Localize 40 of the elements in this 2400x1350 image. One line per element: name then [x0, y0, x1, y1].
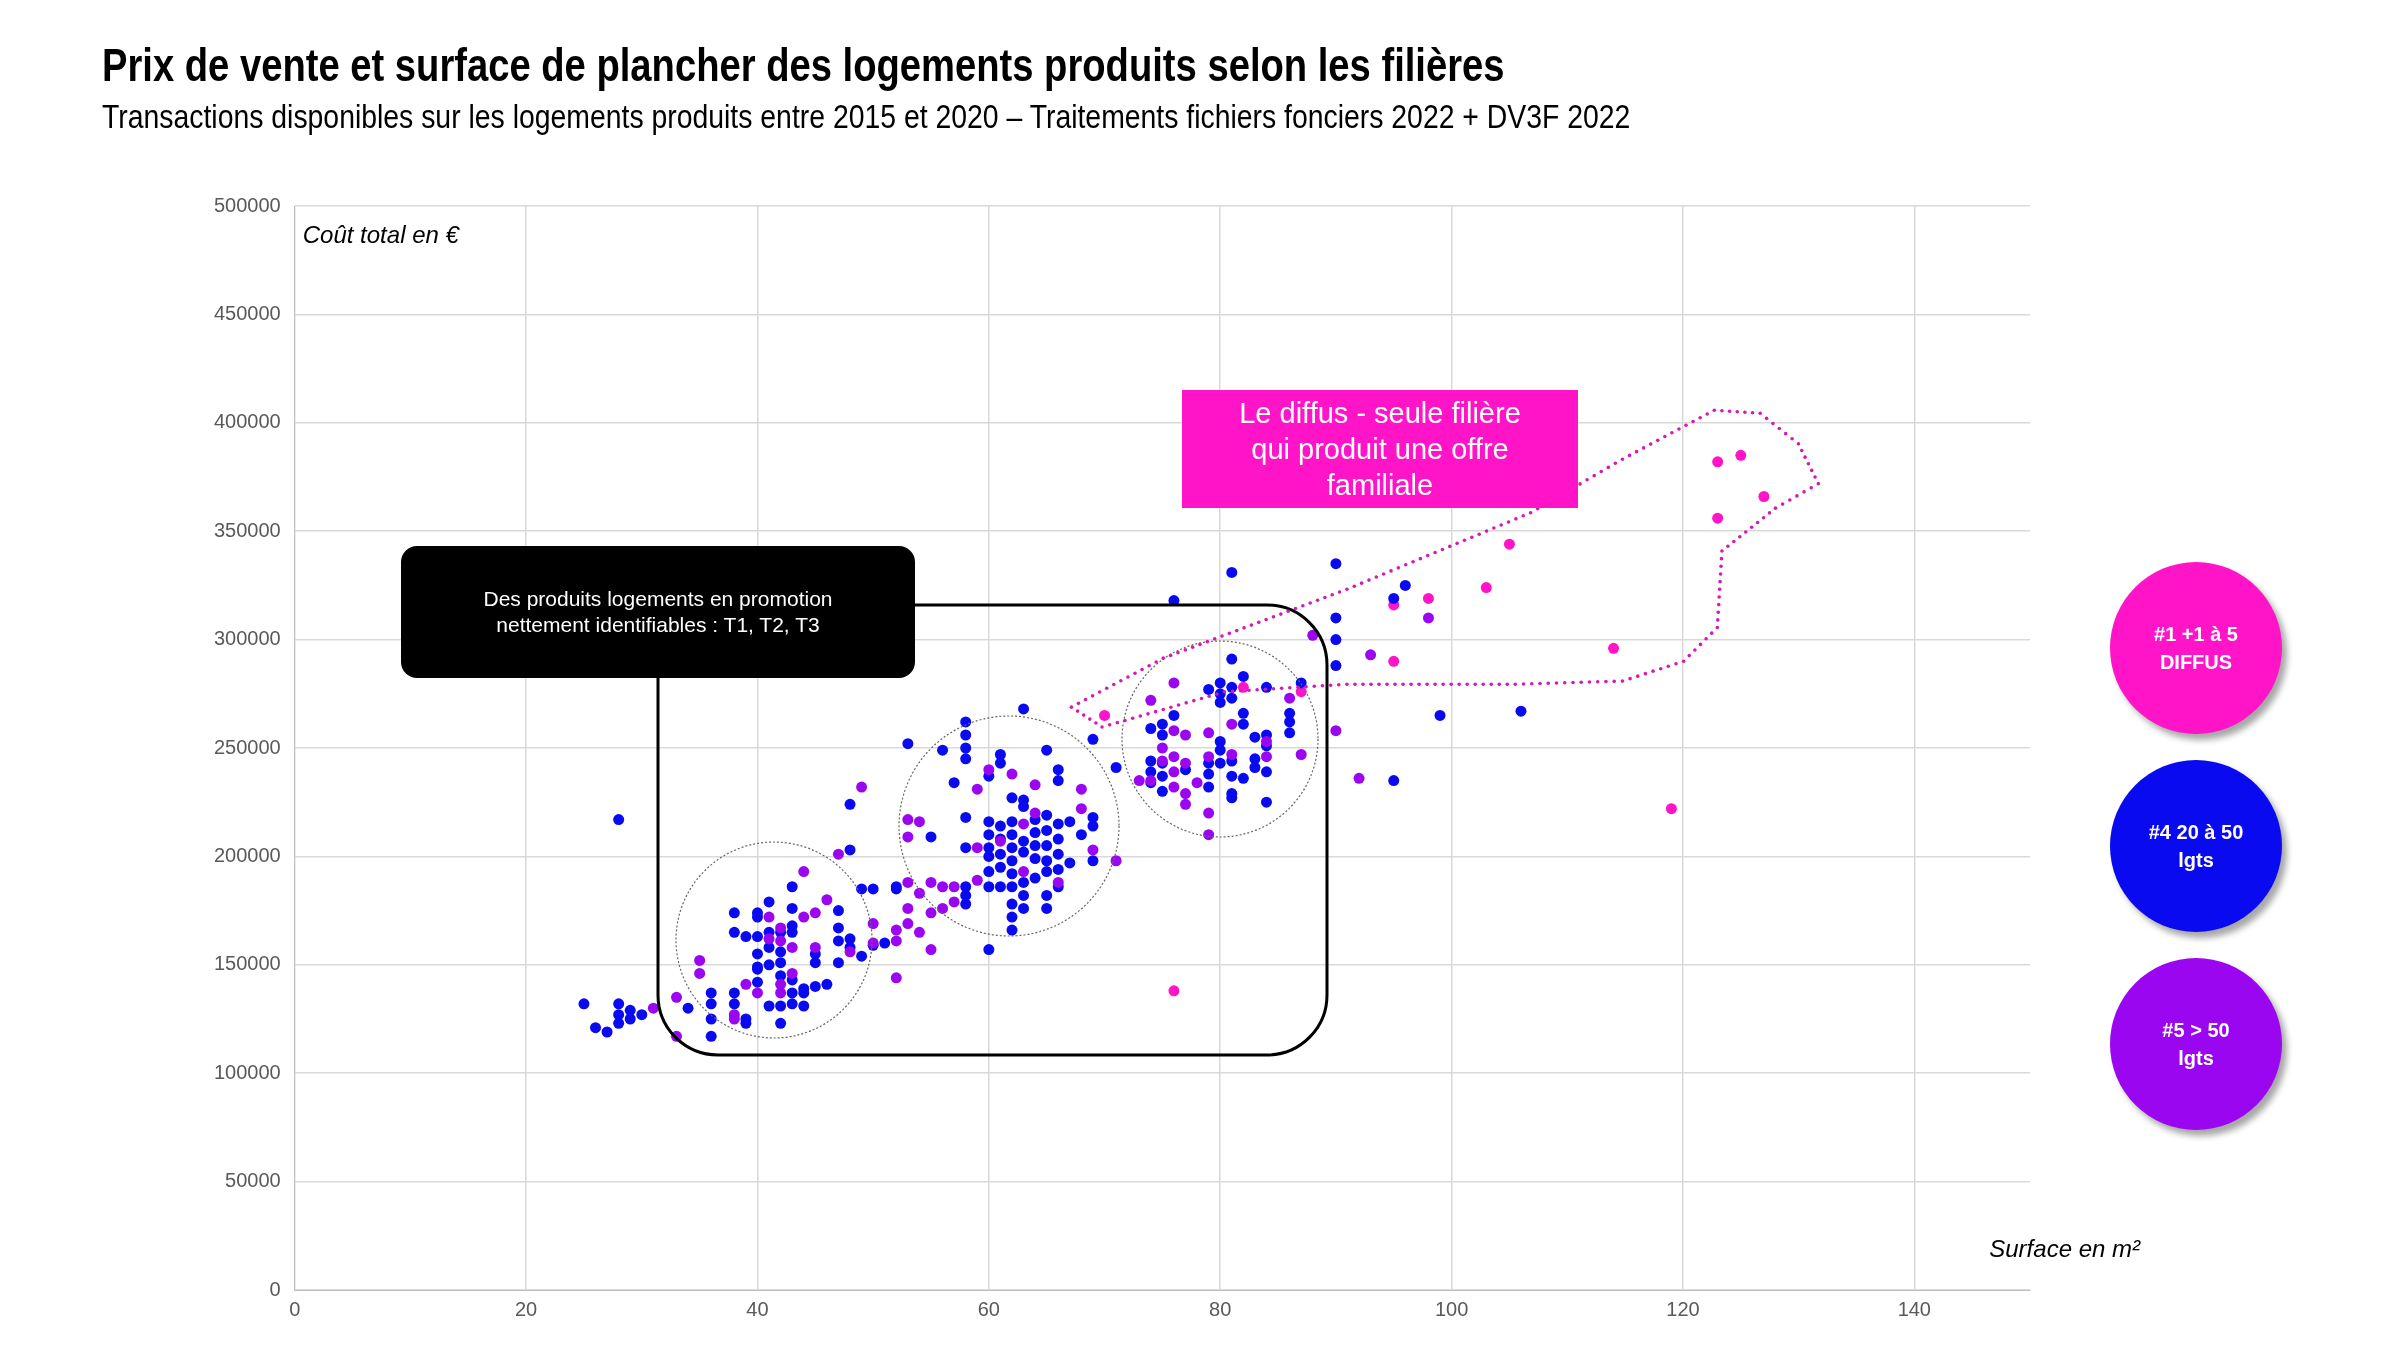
x-tick-label: 40	[746, 1297, 769, 1320]
point	[1712, 456, 1724, 468]
y-axis-title: Coût total en €	[302, 220, 461, 248]
y-tick-label: 150000	[213, 952, 281, 975]
point	[1735, 449, 1747, 461]
callout-box: Le diffus - seule filière qui produit une offre familiale	[1182, 390, 1578, 508]
y-tick-label: 100000	[213, 1060, 281, 1083]
x-tick-label: 0	[289, 1297, 301, 1320]
point	[1503, 538, 1515, 550]
y-tick-label: 350000	[213, 518, 281, 541]
x-axis-title: Surface en m²	[1989, 1234, 2141, 1262]
x-tick-label: 140	[1897, 1297, 1931, 1320]
y-tick-label: 250000	[213, 735, 281, 758]
point	[1480, 582, 1492, 594]
point	[1758, 491, 1770, 503]
point	[1388, 655, 1400, 667]
callout-box: Des produits logements en promotion nettement identifiables : T1, T2, T3	[401, 546, 915, 678]
point	[1665, 803, 1677, 815]
y-tick-label: 50000	[225, 1169, 281, 1192]
point	[1608, 642, 1620, 654]
y-tick-label: 300000	[213, 627, 281, 650]
x-tick-label: 100	[1434, 1297, 1469, 1320]
y-tick-label: 500000	[213, 193, 281, 216]
text: #1 +1 à 5 DIFFUS	[2110, 562, 2282, 734]
x-tick-label: 120	[1666, 1297, 1700, 1320]
chart-subtitle: Transactions disponibles sur les logements produits entre 2015 et 2020 – Traitements fichiers fonciers 2022 + DV3F 2022	[102, 98, 1631, 136]
y-tick-label: 450000	[213, 301, 281, 324]
y-tick-label: 0	[269, 1277, 281, 1300]
x-tick-label: 60	[977, 1297, 1000, 1320]
point	[1712, 512, 1724, 524]
x-tick-label: 20	[514, 1297, 538, 1320]
text: #4 20 à 50 lgts	[2110, 760, 2282, 932]
point	[1099, 709, 1111, 721]
x-tick-label: 80	[1209, 1297, 1232, 1320]
chart-title: Prix de vente et surface de plancher des logements produits selon les filières	[102, 38, 1505, 92]
point	[1422, 592, 1434, 604]
y-tick-label: 400000	[213, 410, 281, 433]
point	[1168, 985, 1180, 997]
y-tick-label: 200000	[213, 843, 281, 866]
text: #5 > 50 lgts	[2110, 958, 2282, 1130]
